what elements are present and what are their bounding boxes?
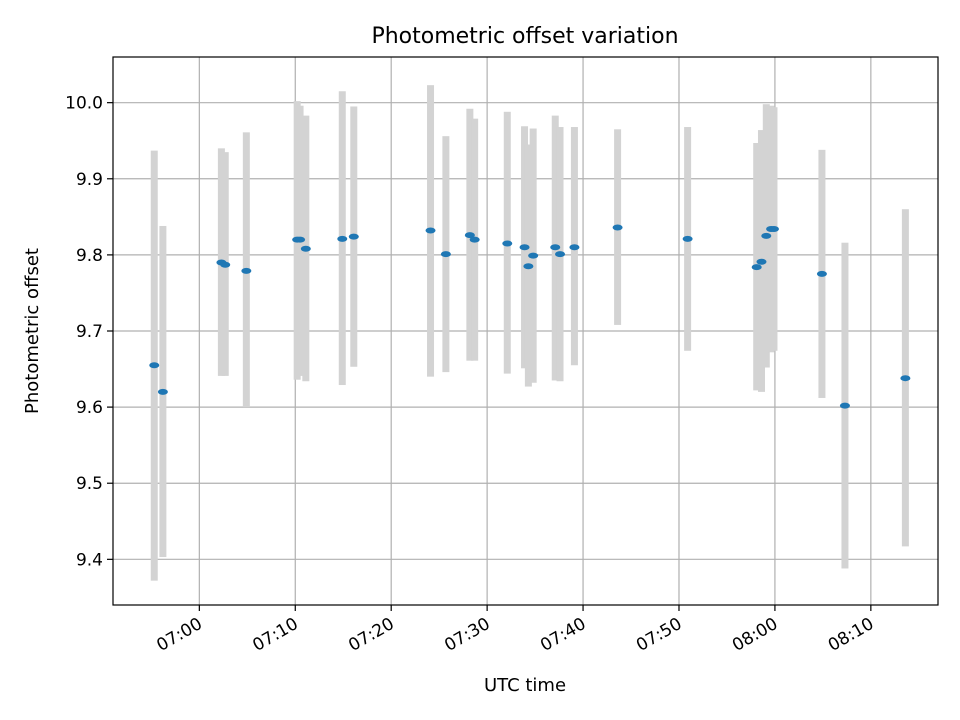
x-tick-label: 08:00 xyxy=(729,614,781,656)
x-tick-label: 08:10 xyxy=(825,614,877,656)
chart-title: Photometric offset variation xyxy=(371,24,678,49)
data-point xyxy=(149,362,160,369)
data-point xyxy=(816,270,827,277)
data-point xyxy=(550,244,561,251)
data-point xyxy=(464,232,475,239)
data-point xyxy=(440,251,451,258)
data-point xyxy=(612,224,623,231)
data-point xyxy=(502,240,513,247)
y-tick-label: 10.0 xyxy=(65,94,103,114)
data-point xyxy=(337,235,348,242)
data-point xyxy=(900,375,911,382)
data-point xyxy=(241,267,252,274)
error-bars xyxy=(150,85,909,581)
x-tick-label: 07:50 xyxy=(633,614,685,656)
data-point xyxy=(295,236,306,243)
data-point xyxy=(682,235,693,242)
data-point xyxy=(756,258,767,265)
data-point xyxy=(839,402,850,409)
data-point xyxy=(555,251,566,258)
y-tick-label: 9.6 xyxy=(76,398,103,418)
x-tick-label: 07:20 xyxy=(345,614,397,656)
data-point xyxy=(569,244,580,251)
y-axis-ticks: 9.4 9.5 9.6 9.7 9.8 9.9 10.0 xyxy=(65,94,113,570)
x-tick-label: 07:10 xyxy=(249,614,301,656)
data-point xyxy=(523,263,534,270)
data-point xyxy=(300,245,311,252)
data-point xyxy=(469,236,480,243)
data-point xyxy=(528,252,539,259)
y-axis-label: Photometric offset xyxy=(22,248,43,414)
x-tick-label: 07:40 xyxy=(537,614,589,656)
data-points xyxy=(149,224,911,409)
data-point xyxy=(220,261,231,268)
data-point xyxy=(157,388,168,395)
y-tick-label: 9.8 xyxy=(76,246,103,266)
data-point xyxy=(348,233,359,240)
data-point xyxy=(768,226,779,233)
x-axis-label: UTC time xyxy=(484,675,566,696)
x-tick-label: 07:30 xyxy=(441,614,493,656)
x-tick-label: 07:00 xyxy=(153,614,205,656)
data-point xyxy=(751,264,762,271)
data-point xyxy=(425,227,436,234)
y-tick-label: 9.5 xyxy=(76,474,103,494)
y-tick-label: 9.7 xyxy=(76,322,103,342)
y-tick-label: 9.4 xyxy=(76,550,103,570)
data-point xyxy=(761,232,772,239)
data-point xyxy=(519,244,530,251)
x-axis-ticks: 07:00 07:10 07:20 07:30 07:40 07:50 08:00 08:10 xyxy=(153,605,877,656)
y-tick-label: 9.9 xyxy=(76,170,103,190)
